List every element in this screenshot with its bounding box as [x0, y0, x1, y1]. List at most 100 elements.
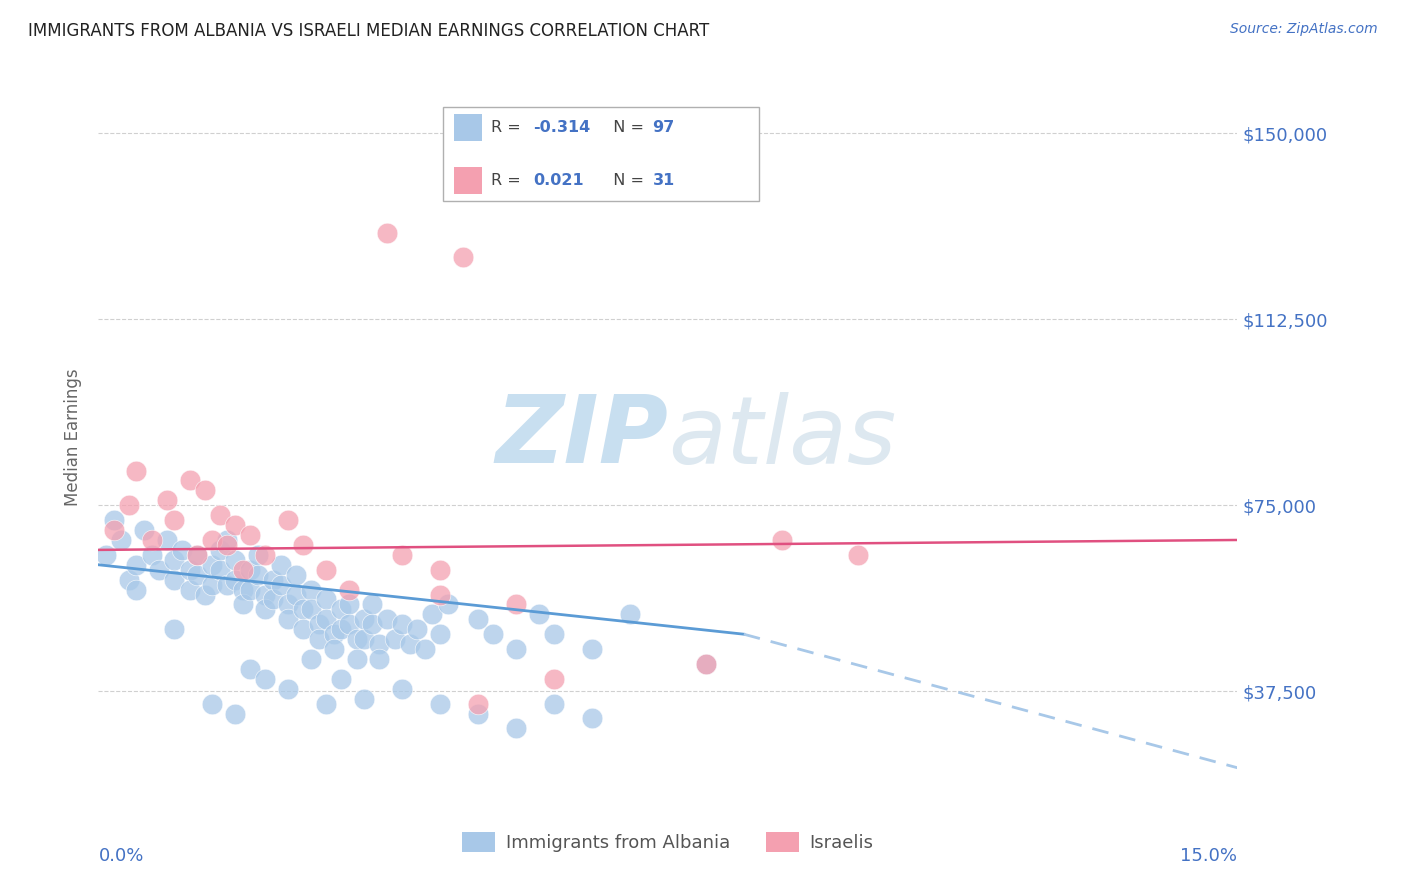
Point [581, 711, 603, 725]
Point [770, 533, 793, 547]
Point [224, 573, 246, 587]
Point [170, 542, 193, 557]
Point [330, 672, 353, 686]
Point [254, 672, 277, 686]
Y-axis label: Median Earnings: Median Earnings [65, 368, 83, 506]
Point [422, 607, 444, 622]
Point [156, 493, 179, 508]
Point [284, 567, 307, 582]
Point [330, 622, 353, 636]
Point [254, 588, 277, 602]
Point [406, 622, 429, 636]
Point [148, 563, 170, 577]
Point [527, 607, 550, 622]
Point [322, 642, 344, 657]
Text: Source: ZipAtlas.com: Source: ZipAtlas.com [1230, 22, 1378, 37]
Point [179, 582, 201, 597]
Point [505, 642, 527, 657]
Point [315, 592, 337, 607]
Point [201, 533, 224, 547]
Point [186, 567, 208, 582]
Point [208, 563, 231, 577]
Point [156, 533, 179, 547]
Point [110, 533, 132, 547]
Point [292, 602, 315, 616]
Point [239, 528, 262, 542]
Point [194, 483, 217, 498]
Point [125, 464, 148, 478]
Point [429, 588, 451, 602]
Point [360, 598, 382, 612]
Point [846, 548, 869, 562]
Point [398, 637, 420, 651]
Point [436, 598, 458, 612]
Point [224, 553, 246, 567]
Text: ZIP: ZIP [495, 391, 668, 483]
Point [217, 538, 239, 552]
Point [353, 632, 375, 647]
Point [308, 617, 330, 632]
Point [186, 548, 208, 562]
Point [132, 523, 155, 537]
Point [277, 598, 299, 612]
Point [505, 722, 527, 736]
Point [467, 706, 489, 721]
Point [217, 533, 239, 547]
Text: 15.0%: 15.0% [1180, 847, 1237, 864]
Point [315, 563, 337, 577]
Point [163, 553, 186, 567]
Point [141, 533, 163, 547]
Point [353, 612, 375, 626]
Point [368, 637, 391, 651]
Point [224, 518, 246, 533]
Point [103, 513, 125, 527]
Point [254, 548, 277, 562]
Point [384, 632, 406, 647]
Point [239, 582, 262, 597]
Point [581, 642, 603, 657]
Point [201, 558, 224, 572]
Point [413, 642, 436, 657]
Text: 31: 31 [652, 173, 675, 187]
Point [292, 538, 315, 552]
Point [163, 573, 186, 587]
Point [346, 652, 368, 666]
Point [346, 632, 368, 647]
Point [201, 697, 224, 711]
Point [695, 657, 717, 671]
Point [277, 612, 299, 626]
Point [467, 612, 489, 626]
Point [208, 542, 231, 557]
Point [141, 548, 163, 562]
Point [262, 573, 284, 587]
Text: atlas: atlas [668, 392, 896, 483]
Point [232, 598, 254, 612]
Point [125, 558, 148, 572]
Point [360, 617, 382, 632]
Point [179, 474, 201, 488]
Point [467, 697, 489, 711]
Point [239, 662, 262, 676]
Text: N =: N = [603, 120, 650, 135]
Point [337, 582, 360, 597]
Point [277, 513, 299, 527]
Point [543, 627, 565, 641]
Point [368, 652, 391, 666]
Point [94, 548, 117, 562]
Point [217, 577, 239, 591]
Point [224, 706, 246, 721]
Point [163, 513, 186, 527]
Point [239, 563, 262, 577]
Point [163, 622, 186, 636]
Point [284, 588, 307, 602]
Point [179, 563, 201, 577]
Point [254, 602, 277, 616]
Point [353, 691, 375, 706]
Point [695, 657, 717, 671]
Point [246, 567, 269, 582]
Point [270, 558, 292, 572]
Text: 0.0%: 0.0% [98, 847, 143, 864]
Point [429, 697, 451, 711]
Point [270, 577, 292, 591]
Point [103, 523, 125, 537]
